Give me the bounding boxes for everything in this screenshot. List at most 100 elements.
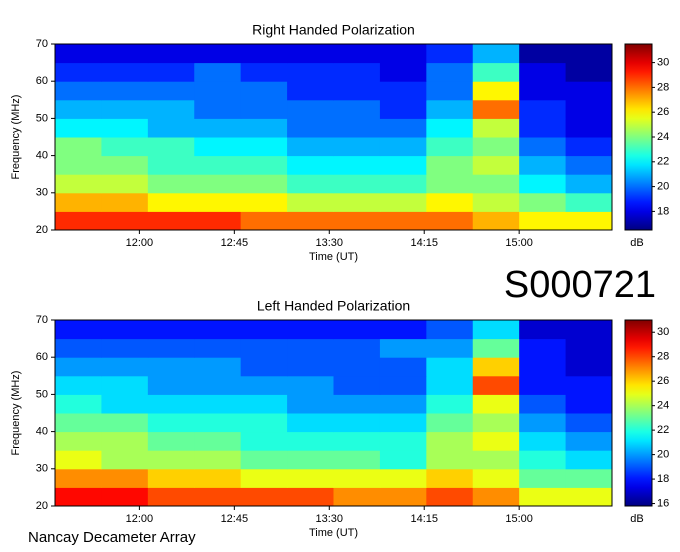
heat-cell	[333, 450, 381, 470]
heat-cell	[472, 487, 520, 507]
heat-cell	[147, 413, 195, 433]
heat-cell	[519, 431, 567, 451]
y-tick-label: 20	[36, 500, 48, 512]
heat-cell	[472, 375, 520, 395]
heat-cell	[333, 357, 381, 377]
heat-cell	[472, 137, 520, 157]
heat-cell	[194, 375, 242, 395]
heat-cell	[101, 487, 149, 507]
heat-cell	[147, 487, 195, 507]
heat-cell	[55, 118, 102, 138]
heat-cell	[55, 394, 102, 414]
heat-cell	[287, 357, 334, 377]
heat-cell	[101, 357, 149, 377]
colorbar-tick-label: 18	[657, 205, 669, 217]
heat-cell	[519, 99, 567, 119]
heat-cell	[147, 468, 195, 488]
heat-cell	[101, 155, 149, 175]
colorbar-tick-label: 22	[657, 424, 669, 436]
heat-cell	[55, 468, 102, 488]
heat-cell	[147, 81, 195, 101]
heat-cell	[565, 44, 613, 64]
heat-cell	[147, 357, 195, 377]
x-tick-label: 15:00	[505, 237, 533, 249]
heat-cell	[519, 44, 567, 64]
heat-cell	[333, 375, 381, 395]
heat-cell	[101, 338, 149, 358]
heat-cell	[194, 137, 242, 157]
heat-cell	[194, 44, 242, 64]
heat-cell	[101, 211, 149, 231]
heat-cell	[333, 338, 381, 358]
heat-cell	[240, 118, 288, 138]
heat-cell	[565, 192, 613, 212]
heat-cell	[426, 431, 474, 451]
heat-cell	[519, 192, 567, 212]
heat-cell	[519, 320, 567, 340]
heat-cell	[194, 338, 242, 358]
colorbar-tick-label: 24	[657, 131, 669, 143]
heat-cell	[333, 174, 381, 194]
heat-cell	[565, 137, 613, 157]
heat-cell	[426, 155, 474, 175]
heat-cell	[101, 450, 149, 470]
heat-cell	[194, 81, 242, 101]
colorbar-tick-label: 28	[657, 351, 669, 363]
heat-cell	[287, 62, 334, 82]
heat-cell	[472, 99, 520, 119]
heat-cell	[379, 137, 427, 157]
heat-cell	[101, 320, 149, 340]
heat-cell	[472, 413, 520, 433]
x-tick-label: 12:00	[126, 513, 154, 525]
heat-cell	[379, 62, 427, 82]
heat-cell	[101, 468, 149, 488]
heat-cell	[147, 118, 195, 138]
heat-cell	[426, 118, 474, 138]
heat-cell	[333, 468, 381, 488]
heat-cell	[147, 137, 195, 157]
x-tick-label: 14:15	[410, 513, 438, 525]
x-axis-label: Time (UT)	[309, 527, 358, 539]
colorbar-tick-label: 28	[657, 81, 669, 93]
heat-cell	[472, 192, 520, 212]
x-tick-label: 13:30	[316, 513, 344, 525]
heat-cell	[194, 155, 242, 175]
heat-cell	[472, 81, 520, 101]
heat-cell	[101, 431, 149, 451]
colorbar-tick-label: 22	[657, 156, 669, 168]
heat-cell	[55, 192, 102, 212]
heat-cell	[472, 338, 520, 358]
heat-cell	[565, 211, 613, 231]
heat-cell	[565, 431, 613, 451]
heat-cell	[426, 468, 474, 488]
heat-cell	[519, 468, 567, 488]
heat-cell	[379, 118, 427, 138]
heat-cell	[194, 174, 242, 194]
heat-cell	[565, 320, 613, 340]
heat-cell	[287, 44, 334, 64]
heat-cell	[240, 81, 288, 101]
y-tick-label: 30	[36, 187, 48, 199]
heat-cell	[472, 431, 520, 451]
heat-cell	[472, 211, 520, 231]
heat-cell	[333, 81, 381, 101]
y-tick-label: 60	[36, 75, 48, 87]
heat-cell	[101, 394, 149, 414]
colorbar-tick-label: 24	[657, 400, 669, 412]
heat-cell	[379, 487, 427, 507]
colorbar-tick-label: 30	[657, 57, 669, 69]
y-tick-label: 40	[36, 150, 48, 162]
heat-cell	[240, 320, 288, 340]
heat-cell	[472, 62, 520, 82]
colorbar-tick-label: 30	[657, 326, 669, 338]
heat-cell	[240, 394, 288, 414]
heat-cell	[55, 487, 102, 507]
heat-cell	[565, 174, 613, 194]
heat-cell	[55, 44, 102, 64]
heat-cell	[240, 338, 288, 358]
colorbar	[624, 43, 653, 231]
heat-cell	[101, 44, 149, 64]
heat-cell	[194, 62, 242, 82]
heat-cell	[147, 450, 195, 470]
heat-cell	[333, 118, 381, 138]
